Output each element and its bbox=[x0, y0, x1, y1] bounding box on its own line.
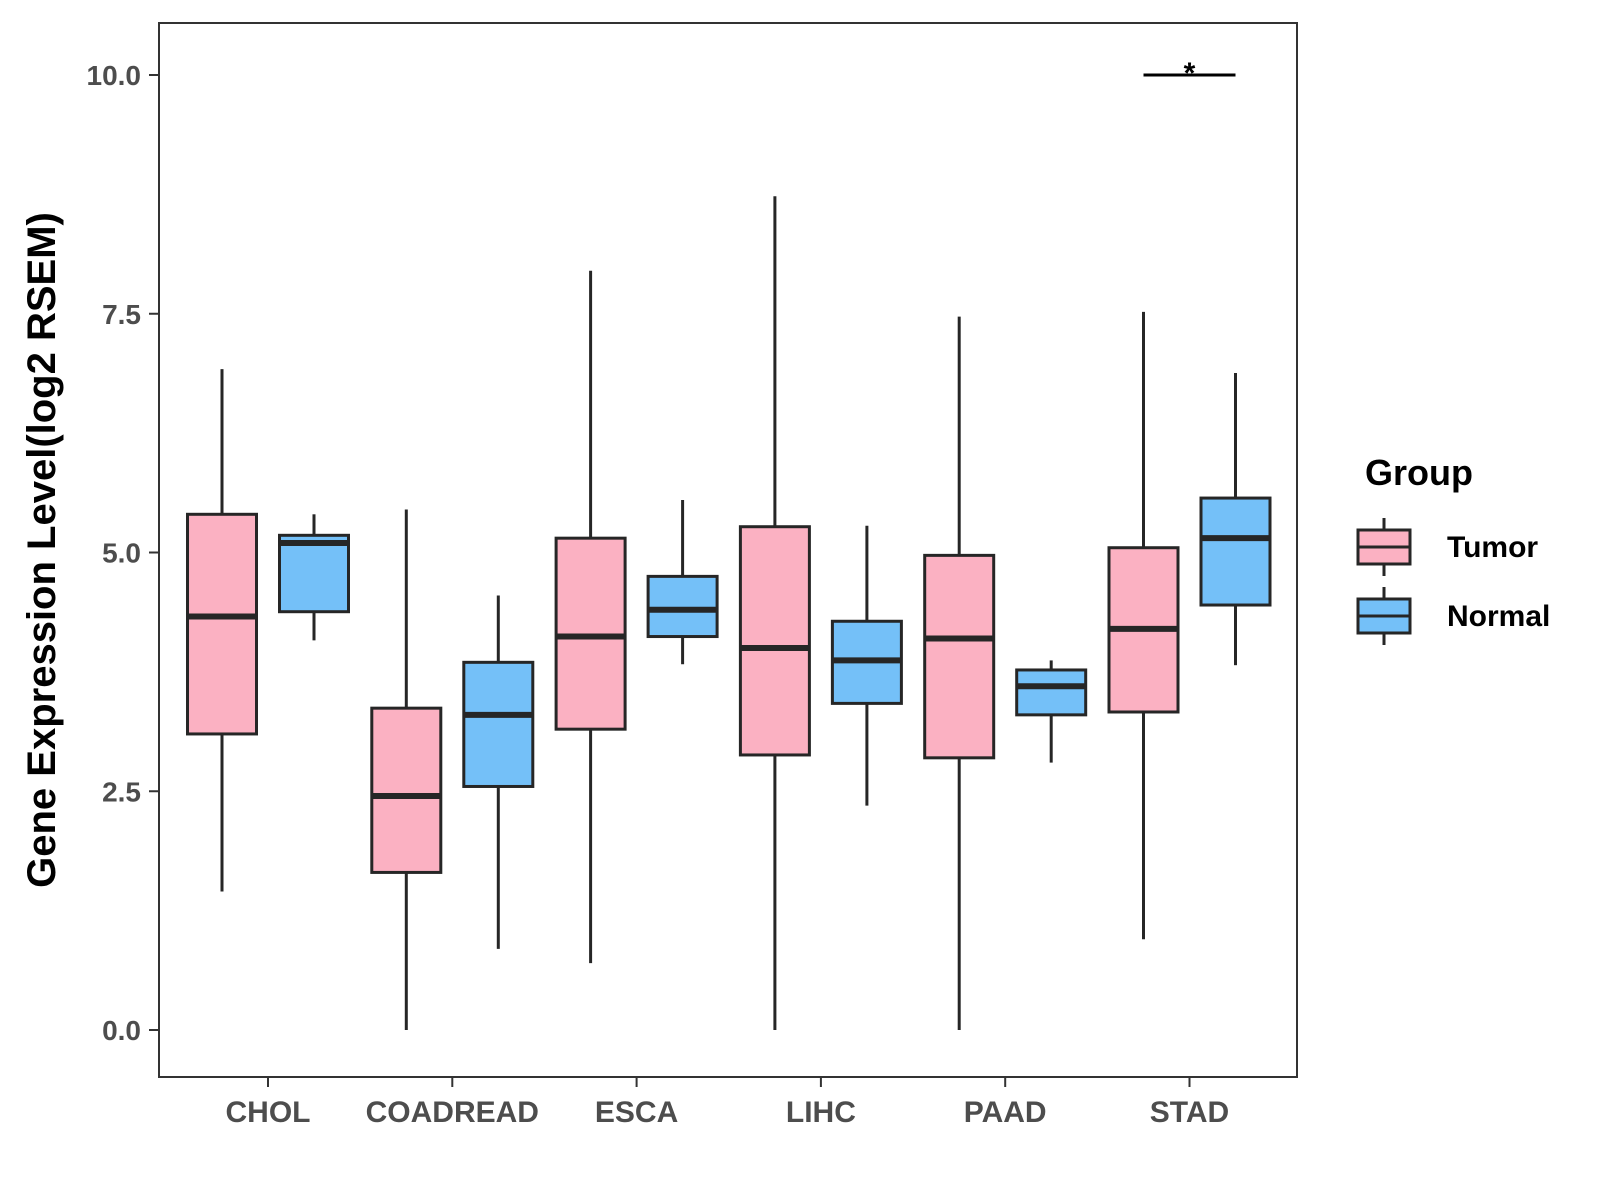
box-normal-stad bbox=[1199, 372, 1272, 666]
legend: Group Tumor Normal bbox=[1356, 452, 1550, 645]
box-tumor-stad bbox=[1107, 311, 1180, 940]
plot-panel-border bbox=[158, 22, 1298, 1078]
legend-label: Normal bbox=[1447, 600, 1550, 633]
significance-star: * bbox=[1184, 57, 1196, 90]
plot-layer: * bbox=[186, 57, 1272, 1030]
y-tick-label: 7.5 bbox=[102, 299, 141, 330]
box-body bbox=[462, 660, 535, 788]
y-tick-label: 5.0 bbox=[102, 538, 141, 569]
legend-item-tumor: Tumor bbox=[1356, 518, 1538, 576]
legend-title: Group bbox=[1365, 452, 1473, 493]
x-tick-label: COADREAD bbox=[366, 1096, 539, 1129]
y-axis-title: Gene Expression Level(log2 RSEM) bbox=[20, 212, 64, 888]
box-normal-esca bbox=[646, 499, 719, 665]
x-tick-label: STAD bbox=[1150, 1096, 1229, 1129]
legend-label: Tumor bbox=[1447, 531, 1538, 564]
box-normal-paad bbox=[1015, 660, 1088, 763]
box-normal-chol bbox=[278, 514, 350, 641]
box-body bbox=[186, 512, 258, 736]
box-body bbox=[370, 706, 443, 874]
box-body bbox=[923, 553, 996, 760]
box-body bbox=[1015, 668, 1088, 717]
box-tumor-esca bbox=[554, 270, 627, 964]
x-tick-label: PAAD bbox=[964, 1096, 1047, 1129]
box-tumor-coadread bbox=[370, 509, 443, 1030]
significance-annotation: * bbox=[1143, 57, 1236, 90]
y-tick-label: 0.0 bbox=[102, 1015, 141, 1046]
y-tick-label: 10.0 bbox=[87, 60, 142, 91]
box-body bbox=[278, 533, 350, 614]
box-tumor-lihc bbox=[738, 196, 811, 1030]
box-normal-coadread bbox=[462, 595, 535, 949]
box-body bbox=[1199, 496, 1272, 607]
y-tick-label: 2.5 bbox=[102, 776, 141, 807]
box-body bbox=[646, 574, 719, 639]
box-body bbox=[738, 525, 811, 757]
box-normal-lihc bbox=[830, 525, 903, 806]
legend-item-normal: Normal bbox=[1356, 587, 1550, 645]
box-tumor-paad bbox=[923, 316, 996, 1030]
x-tick-label: ESCA bbox=[595, 1096, 678, 1129]
x-tick-label: CHOL bbox=[226, 1096, 311, 1129]
x-tick-label: LIHC bbox=[786, 1096, 856, 1129]
axes: 0.0 2.5 5.0 7.5 10.0 CHOL COADREAD ESCA LIHC PAAD… bbox=[87, 60, 1230, 1129]
box-tumor-chol bbox=[186, 369, 258, 892]
